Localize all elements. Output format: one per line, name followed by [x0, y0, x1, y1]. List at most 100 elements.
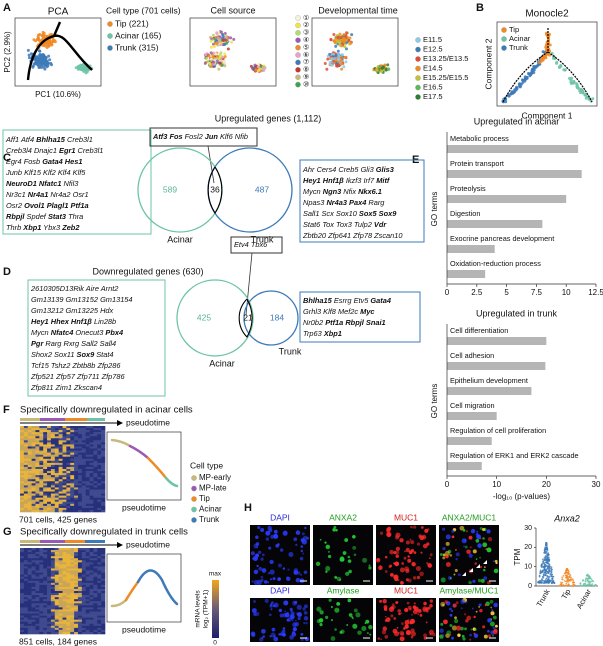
heatmap-cell: [31, 627, 36, 631]
heatmap-cell: [70, 471, 75, 474]
stain-spot: [295, 530, 301, 535]
heatmap-cell: [85, 548, 90, 551]
cell-dot: [223, 52, 227, 56]
heatmap-cell: [35, 483, 40, 486]
heatmap-cell: [70, 613, 75, 616]
heatmap-cell: [74, 595, 79, 598]
heatmap-cell: [62, 554, 67, 557]
heatmap-cell: [97, 509, 102, 513]
cell-dot: [528, 74, 532, 78]
heatmap-cell: [89, 479, 94, 482]
stain-spot: [277, 577, 281, 581]
heatmap-cell: [74, 473, 79, 476]
heatmap-cell: [47, 477, 52, 480]
cell-dot: [47, 54, 51, 58]
colorbar-label: 0: [213, 640, 217, 646]
jitter-dot: [543, 569, 546, 572]
heatmap-cell: [27, 578, 32, 582]
heatmap-cell: [66, 570, 71, 573]
heatmap-cell: [85, 507, 90, 511]
legend-label: E14.5: [423, 63, 443, 72]
heatmap-cell: [35, 454, 40, 458]
heatmap-cell: [43, 438, 48, 441]
heatmap-cell: [54, 599, 59, 602]
stain-spot: [401, 562, 404, 565]
heatmap-cell: [35, 560, 40, 563]
heatmap-cell: [54, 491, 59, 494]
stain-spot: [265, 537, 269, 541]
heatmap-cell: [27, 489, 32, 492]
stain-spot: [264, 598, 269, 603]
heatmap-cell: [31, 595, 36, 598]
heatmap-cell: [70, 426, 75, 429]
heatmap-cell: [31, 479, 36, 482]
heatmap-cell: [35, 623, 40, 627]
heatmap-cell: [101, 560, 106, 563]
stain-spot: [404, 624, 409, 629]
heatmap-cell: [47, 440, 52, 443]
heatmap-cell: [23, 440, 29, 443]
stain-spot: [475, 558, 478, 560]
plot-frame: [311, 17, 399, 87]
x-axis-label: Component 1: [521, 110, 572, 120]
legend-marker: [191, 496, 197, 502]
heatmap-cell: [39, 578, 44, 582]
heatmap-cell: [35, 631, 40, 635]
heatmap-cell: [97, 436, 102, 439]
stain-spot: [493, 568, 499, 574]
legend-marker: [191, 485, 197, 492]
cell-dot: [337, 54, 341, 58]
heatmap-cell: [93, 550, 98, 553]
heatmap-cell: [62, 466, 67, 470]
heatmap-cell: [23, 601, 29, 604]
heatmap-cell: [74, 471, 79, 474]
cell-dot: [223, 42, 227, 46]
jitter-dot: [551, 581, 554, 584]
heatmap-cell: [81, 570, 86, 573]
heatmap-cell: [54, 558, 59, 561]
stain-spot: [403, 556, 407, 560]
heatmap-cell: [58, 501, 63, 505]
heatmap-cell: [50, 456, 56, 460]
stain-spot: [351, 616, 354, 619]
heatmap-cell: [93, 554, 98, 557]
category-label: Regulation of ERK1 and ERK2 cascade: [450, 451, 579, 460]
stain-spot: [395, 554, 399, 558]
legend-label: MP-late: [199, 484, 227, 493]
heatmap-cell: [31, 548, 36, 551]
heatmap-cell: [35, 430, 40, 433]
heatmap-cell: [62, 499, 67, 503]
heatmap-cell: [66, 613, 71, 616]
heatmap-cell: [62, 428, 67, 431]
stain-spot: [471, 607, 474, 610]
heatmap-cell: [77, 548, 83, 551]
heatmap-cell: [50, 491, 56, 494]
heatmap-cell: [31, 554, 36, 557]
heatmap-cell: [47, 584, 52, 588]
heatmap-cell: [89, 507, 94, 511]
heatmap-cell: [85, 509, 90, 513]
heatmap-cell: [85, 625, 90, 629]
jitter-dot: [550, 566, 553, 569]
jitter-dot: [595, 584, 598, 587]
heatmap-cell: [54, 426, 59, 429]
heatmap-cell: [89, 426, 94, 429]
heatmap-cell: [74, 458, 79, 462]
legend-label: E13.25/E13.5: [423, 54, 468, 63]
heatmap-cell: [35, 601, 40, 604]
heatmap-cell: [54, 576, 59, 580]
stain-spot: [355, 612, 361, 618]
heatmap-cell: [35, 558, 40, 561]
gene: Klf4: [58, 168, 71, 177]
gene-line: Atf3 Fos Fosl2 Jun Klf6 Nfib: [152, 132, 248, 141]
heatmap-cell: [27, 623, 32, 627]
legend-label: ①: [303, 14, 309, 22]
heatmap-cell: [89, 588, 94, 592]
heatmap-cell: [47, 562, 52, 565]
heatmap-cell: [62, 556, 67, 559]
cell-dot: [205, 56, 209, 60]
heatmap-cell: [77, 473, 83, 476]
jitter-dot: [546, 560, 548, 563]
axis-label: pseudotime: [122, 624, 166, 634]
heatmap-cell: [54, 591, 59, 594]
